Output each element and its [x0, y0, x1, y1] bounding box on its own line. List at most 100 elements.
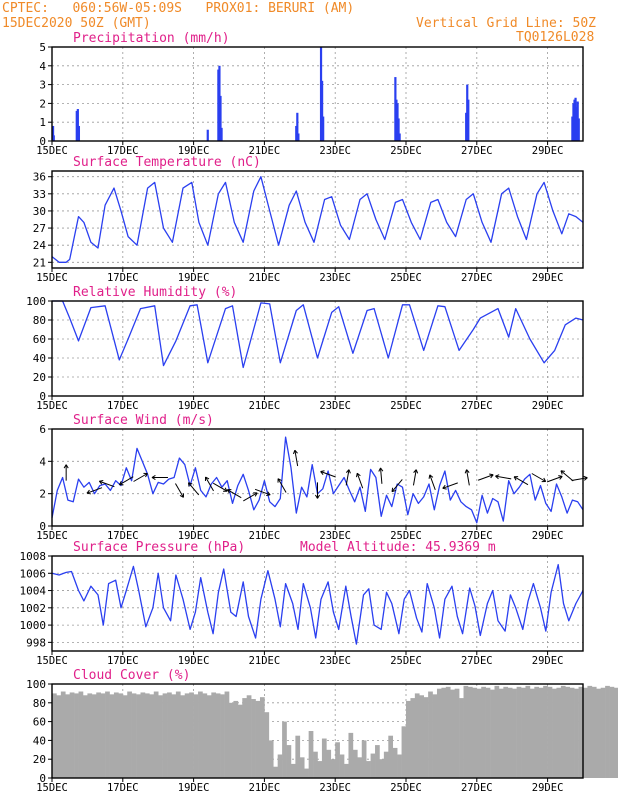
cloud-bar	[109, 694, 115, 778]
cloud-bar	[255, 700, 261, 778]
cloud-bar	[463, 685, 469, 778]
precip-bar	[206, 129, 209, 141]
wind-arrow-head	[151, 475, 156, 478]
wind-arrow-head	[391, 487, 394, 492]
cloud-bar	[175, 691, 181, 778]
panel-temperature: 21 24 27 30 33 36 15DEC 17DEC 19DEC 21DEC 23DEC 25D…	[33, 155, 584, 284]
y-tick-label: 3	[39, 79, 46, 92]
wind-arrow-head	[583, 477, 588, 481]
y-tick-label: 1004	[20, 585, 47, 598]
wind-arrow	[378, 467, 384, 484]
wind-arrow	[571, 475, 588, 481]
wind-arrow	[63, 464, 69, 481]
cloud-bar	[149, 694, 155, 778]
panel-pressure: 998 1000 1002 1004 1006 1008 15DEC 17DEC 19DEC 21…	[20, 540, 584, 667]
cloud-bar	[565, 686, 571, 778]
wind-arrow	[212, 482, 228, 492]
cloud-bar	[65, 694, 70, 778]
x-tick-label: 23DEC	[319, 272, 351, 284]
wind-arrow-head	[145, 473, 148, 478]
wind-arrow-head	[442, 484, 446, 489]
cloud-bar	[162, 693, 168, 778]
wind-arrow	[546, 475, 563, 483]
y-tick-label: 0	[39, 520, 46, 533]
cloud-bar	[467, 686, 473, 778]
wind-arrow	[320, 470, 336, 478]
wind-arrow	[442, 482, 458, 490]
wind-arrow-shaft	[466, 469, 470, 486]
cloud-bar	[521, 687, 526, 778]
y-tick-label: 80	[33, 697, 46, 710]
wind-arrow-head	[86, 489, 90, 494]
cloud-bar	[69, 692, 75, 778]
wind-arrow-head	[320, 470, 325, 473]
cloud-bar	[552, 688, 557, 778]
x-tick-label: 23DEC	[319, 530, 351, 542]
cloud-bar	[609, 686, 615, 778]
series-line	[51, 436, 584, 524]
wind-arrow	[226, 489, 242, 499]
x-tick-label: 15DEC	[36, 272, 68, 284]
precip-bar	[398, 133, 401, 141]
x-tick-label: 21DEC	[249, 145, 281, 157]
cloud-bar	[357, 757, 363, 778]
cloud-bar	[136, 694, 141, 778]
cloud-bar	[273, 766, 278, 778]
cloud-bar	[348, 732, 354, 778]
wind-arrow-head	[65, 464, 69, 469]
x-tick-label: 25DEC	[390, 400, 422, 412]
y-tick-label: 6	[39, 423, 46, 436]
wind-arrow-shaft	[442, 482, 458, 489]
cloud-bar	[105, 691, 110, 778]
cloud-bar	[211, 692, 217, 778]
cloud-bar	[574, 688, 579, 778]
cloud-bar	[158, 695, 163, 778]
wind-arrow-shaft	[243, 492, 258, 502]
wind-arrow-shaft	[320, 471, 336, 478]
cloud-bar	[556, 687, 562, 778]
wind-arrow-shaft	[560, 470, 574, 482]
cloud-bar	[525, 685, 531, 778]
cloud-bar	[193, 694, 199, 778]
series-cloud	[52, 685, 618, 778]
cloud-bar	[344, 763, 349, 778]
wind-arrow	[175, 483, 185, 498]
x-tick-label: 21DEC	[249, 530, 281, 542]
wind-arrow-head	[99, 479, 104, 482]
cloud-bar	[388, 735, 394, 778]
wind-arrow-head	[490, 474, 494, 479]
wind-arrow-head	[266, 494, 271, 497]
cloud-bar	[454, 688, 460, 778]
panel-frame	[51, 170, 584, 269]
wind-arrow-head	[205, 476, 210, 480]
wind-arrow	[243, 492, 258, 502]
wind-arrow	[477, 473, 494, 481]
x-tick-label: 19DEC	[178, 272, 210, 284]
x-tick-label: 19DEC	[178, 400, 210, 412]
cloud-bar	[423, 697, 429, 778]
cloud-bar	[268, 740, 274, 778]
y-tick-label: 20	[33, 371, 46, 384]
y-tick-label: 1002	[20, 602, 47, 615]
wind-arrow-head	[315, 494, 318, 499]
y-tick-label: 100	[26, 678, 46, 691]
cloud-bar	[167, 692, 172, 778]
panel-frame	[51, 428, 584, 527]
series-line	[51, 563, 584, 645]
cloud-bar	[445, 686, 451, 778]
x-tick-label: 17DEC	[107, 782, 139, 794]
series-wind	[51, 436, 584, 524]
y-tick-label: 5	[39, 41, 46, 54]
wind-arrow	[345, 469, 351, 486]
cloud-bar	[321, 738, 327, 778]
wind-arrow	[187, 482, 200, 496]
x-tick-label: 17DEC	[107, 400, 139, 412]
cloud-bar	[605, 685, 610, 778]
cloud-bar	[202, 693, 208, 778]
wind-arrow	[495, 474, 512, 480]
cloud-bar	[450, 689, 455, 778]
x-tick-label: 23DEC	[319, 400, 351, 412]
cloud-bar	[308, 731, 314, 778]
cloud-bar	[507, 687, 513, 778]
y-tick-label: 2	[39, 488, 46, 501]
